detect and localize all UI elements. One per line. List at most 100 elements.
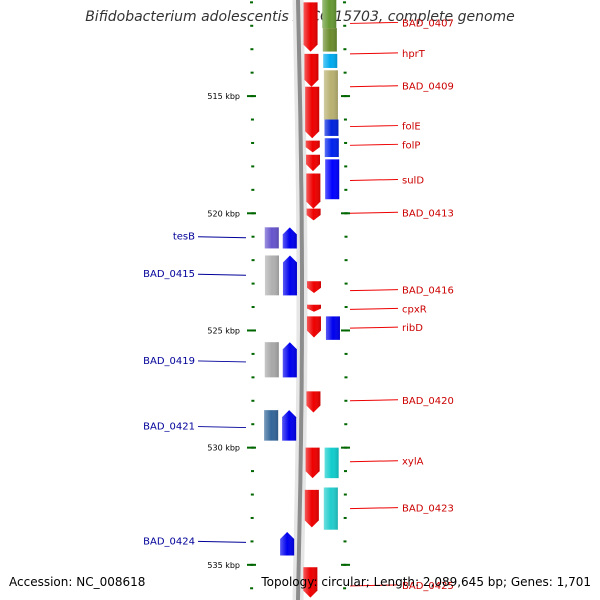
minor-tick-right <box>344 423 348 426</box>
scale-label: 535 kbp <box>207 561 240 570</box>
forward-gene-label[interactable]: cpxR <box>402 304 427 315</box>
forward-label-leader <box>349 21 399 24</box>
reverse-category-block <box>264 255 279 296</box>
forward-gene-label[interactable]: BAD_0416 <box>402 286 454 297</box>
minor-tick-right <box>343 71 347 74</box>
major-tick-left <box>247 446 256 449</box>
forward-label-leader <box>349 211 399 214</box>
minor-tick-left <box>250 587 254 590</box>
forward-label-leader <box>349 143 399 146</box>
reverse-cds-arrow[interactable] <box>280 532 295 556</box>
forward-gene-label[interactable]: hprT <box>402 49 426 60</box>
minor-tick-left <box>251 235 255 238</box>
minor-tick-left <box>251 141 255 144</box>
reverse-cds-arrow[interactable] <box>282 255 297 296</box>
minor-tick-left <box>250 470 254 473</box>
reverse-label-leader <box>197 540 247 543</box>
minor-tick-left <box>251 306 255 309</box>
forward-cds-arrow[interactable] <box>306 281 321 293</box>
minor-tick-right <box>344 259 348 262</box>
forward-label-leader <box>349 125 399 128</box>
forward-cds-arrow[interactable] <box>305 447 320 479</box>
minor-tick-right <box>343 118 347 121</box>
reverse-gene-label[interactable]: BAD_0424 <box>143 536 195 547</box>
forward-label-leader <box>349 460 399 463</box>
minor-tick-left <box>250 118 254 121</box>
forward-gene-label[interactable]: folE <box>402 122 421 133</box>
scale-ticks: 515 kbp 520 kbp 525 kbp 530 kbp 535 kbp <box>207 1 350 590</box>
forward-category-block <box>323 487 338 530</box>
minor-tick-right <box>344 306 348 309</box>
reverse-label-leader <box>197 360 247 363</box>
forward-gene-label[interactable]: BAD_0425 <box>402 581 454 592</box>
forward-label-leader <box>349 52 399 55</box>
forward-gene-label[interactable]: BAD_0423 <box>402 504 454 515</box>
major-tick-left <box>247 563 256 566</box>
reverse-gene-label[interactable]: tesB <box>173 232 195 243</box>
forward-cds-arrow[interactable] <box>304 489 319 528</box>
forward-cds-arrow[interactable] <box>306 316 321 338</box>
accession-text: Accession: NC_008618 <box>9 575 146 589</box>
forward-cds-arrow[interactable] <box>305 86 320 139</box>
forward-cds-arrow[interactable] <box>306 208 321 221</box>
forward-label-leader <box>349 507 399 510</box>
reverse-gene-label[interactable]: BAD_0415 <box>143 269 195 280</box>
forward-label-leader <box>349 326 399 329</box>
minor-tick-left <box>251 165 255 168</box>
minor-tick-right <box>343 493 347 496</box>
forward-cds-arrow[interactable] <box>305 140 320 153</box>
forward-gene-label[interactable]: sulD <box>402 175 424 186</box>
reverse-cds-arrow[interactable] <box>282 227 297 249</box>
major-tick-right <box>341 329 350 332</box>
minor-tick-right <box>343 540 347 543</box>
minor-tick-right <box>343 24 347 27</box>
forward-gene-label[interactable]: BAD_0407 <box>402 18 454 29</box>
forward-gene-label[interactable]: BAD_0413 <box>402 208 454 219</box>
reverse-gene-label[interactable]: BAD_0421 <box>143 422 195 433</box>
minor-tick-right <box>344 282 348 285</box>
forward-gene-label[interactable]: BAD_0409 <box>402 82 454 93</box>
forward-cds-arrow[interactable] <box>306 173 321 209</box>
forward-gene-label[interactable]: xylA <box>402 457 424 468</box>
backbone-line <box>296 0 304 600</box>
forward-category-block <box>325 159 340 200</box>
forward-cds-arrow[interactable] <box>304 53 319 87</box>
minor-tick-left <box>250 516 254 519</box>
minor-tick-right <box>343 516 347 519</box>
forward-cds-arrow[interactable] <box>303 2 318 52</box>
major-tick-right <box>341 212 350 215</box>
forward-cds-arrow[interactable] <box>306 154 321 172</box>
major-tick-right <box>341 563 350 566</box>
reverse-cds-arrow[interactable] <box>282 410 297 441</box>
reverse-gene-label[interactable]: BAD_0419 <box>143 356 195 367</box>
forward-category-block <box>324 138 339 158</box>
forward-cds-arrow[interactable] <box>303 567 318 598</box>
forward-label-leader <box>349 85 399 88</box>
forward-gene-label[interactable]: folP <box>402 140 420 151</box>
scale-label: 520 kbp <box>207 209 240 218</box>
minor-tick-left <box>251 352 255 355</box>
forward-gene-label[interactable]: ribD <box>402 323 423 334</box>
minor-tick-right <box>344 352 348 355</box>
minor-tick-left <box>251 259 255 262</box>
forward-category-block <box>324 447 339 479</box>
reverse-label-leader <box>197 426 247 429</box>
reverse-category-block <box>264 342 279 378</box>
minor-tick-right <box>344 165 348 168</box>
scale-label: 515 kbp <box>207 92 240 101</box>
forward-cds-arrow[interactable] <box>306 391 321 413</box>
reverse-cds-arrow[interactable] <box>282 342 297 378</box>
scale-label: 530 kbp <box>207 444 240 453</box>
forward-label-leader <box>349 178 399 181</box>
minor-tick-right <box>344 235 348 238</box>
forward-cds-arrow[interactable] <box>306 304 321 312</box>
forward-gene-label[interactable]: BAD_0420 <box>402 396 454 407</box>
major-tick-left <box>247 329 256 332</box>
reverse-label-leader <box>197 236 247 239</box>
minor-tick-right <box>343 48 347 51</box>
reverse-category-block <box>264 227 279 249</box>
minor-tick-left <box>250 24 254 27</box>
minor-tick-left <box>251 282 255 285</box>
minor-tick-left <box>250 540 254 543</box>
